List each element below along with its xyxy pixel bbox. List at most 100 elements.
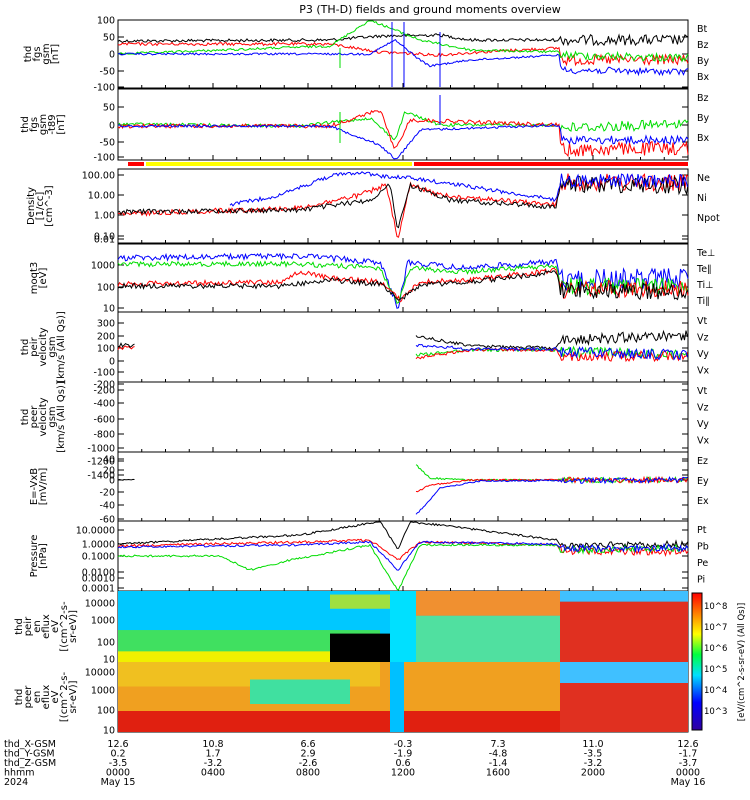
y-axis-label: fgs <box>32 46 43 61</box>
spectrogram-electron <box>250 679 350 704</box>
y-axis-label: sr-eV)] <box>68 610 79 643</box>
y-axis-label: [mV/m] <box>38 468 49 506</box>
ephemeris-value: 11.0 <box>582 739 603 750</box>
y-tick-label: 0 <box>109 50 115 61</box>
legend-entry: Te∥ <box>696 264 712 275</box>
y-axis-label: [(cm^2-s- <box>59 601 70 652</box>
y-tick-label: 0 <box>109 121 115 132</box>
y-tick-label: 10000 <box>85 599 115 610</box>
y-axis-label: -t89 <box>47 114 58 134</box>
y-tick-label: -1400 <box>87 471 115 482</box>
y-tick-label: 0.0010 <box>82 574 115 585</box>
y-axis-label: peer <box>29 405 40 429</box>
panel-frame-temp <box>117 243 689 313</box>
y-tick-label: 0 <box>109 357 115 368</box>
y-axis-label: eV <box>50 620 61 633</box>
x-tick-label: 2000 <box>581 768 605 779</box>
y-axis-label: [km/s (All Qs)] <box>56 311 67 383</box>
y-tick-label: 1000 <box>91 616 115 627</box>
legend-entry: Vy <box>697 349 709 360</box>
y-axis-label: en <box>32 620 43 633</box>
x-tick-label: 0800 <box>296 768 320 779</box>
legend-entry: Ni <box>697 193 707 204</box>
y-axis-label: thd <box>20 409 31 426</box>
trace-bx <box>117 38 689 77</box>
y-tick-label: 0.0100 <box>82 568 115 579</box>
legend-entry: Vz <box>697 333 709 344</box>
colorbar-tick-label: 10^5 <box>704 665 727 675</box>
y-axis-label: gsm <box>47 336 58 357</box>
y-axis-label: [(cm^2-s- <box>59 672 70 723</box>
y-axis-label: velocity <box>38 397 49 436</box>
ephemeris-label: thd_Y-GSM <box>4 749 55 760</box>
y-axis-label: gsm <box>47 406 58 427</box>
y-axis-label: [1/cc] <box>35 192 46 221</box>
y-tick-label: 10 <box>103 726 115 737</box>
panel-frame-vel_e <box>117 381 689 453</box>
y-tick-label: 20 <box>103 466 115 477</box>
trace-by <box>117 20 689 63</box>
trace-vz <box>415 347 688 363</box>
y-tick-label: -20 <box>99 488 115 499</box>
y-tick-label: 100 <box>97 706 115 717</box>
trace-vx <box>415 343 688 361</box>
legend-entry: Ti∥ <box>696 296 710 307</box>
legend-entry: By <box>697 113 710 124</box>
trace-bt <box>117 33 689 47</box>
trace-pe <box>117 543 689 591</box>
legend-entry: Bz <box>697 93 709 104</box>
y-axis-label: Density <box>26 187 37 225</box>
y-tick-label: 1.00 <box>94 211 115 222</box>
y-tick-label: -50 <box>99 138 115 149</box>
ephemeris-value: -2.6 <box>299 758 318 769</box>
legend-entry: Pt <box>697 525 707 536</box>
y-axis-label: sr-eV)] <box>68 680 79 713</box>
y-tick-label: 100 <box>97 638 115 649</box>
y-tick-label: 50 <box>103 33 115 44</box>
y-axis-label: [cm^-3] <box>44 185 55 226</box>
ephemeris-value: 12.6 <box>677 739 698 750</box>
trace-ex <box>415 476 688 515</box>
y-tick-label: 200 <box>97 332 115 343</box>
y-axis-label: eflux <box>41 614 52 639</box>
y-axis-label: Pressure <box>29 535 40 578</box>
panel-frame-vel_i <box>117 311 689 383</box>
y-tick-label: 0.0001 <box>82 584 115 595</box>
y-tick-label: 1.0000 <box>82 540 115 551</box>
y-tick-label: 1000 <box>91 686 115 697</box>
colorbar <box>691 592 703 731</box>
colorbar-tick-label: 10^8 <box>704 602 727 612</box>
y-axis-label: gsm <box>38 114 49 135</box>
ephemeris-value: -4.8 <box>489 749 508 760</box>
y-axis-label: E=-VxB <box>29 468 40 505</box>
x-tick-label: 0400 <box>201 768 225 779</box>
colorbar-tick-label: 10^6 <box>704 644 727 654</box>
legend-entry: Pe <box>697 558 708 569</box>
y-tick-label: 0.1000 <box>82 552 115 563</box>
trace-te-perp <box>117 267 689 303</box>
y-tick-label: 0.10 <box>94 232 115 243</box>
trace-npot <box>229 171 688 207</box>
y-axis-label: [nT] <box>50 44 61 64</box>
legend-entry: Vz <box>697 403 709 414</box>
legend-entry: Te⊥ <box>696 248 715 259</box>
spectrogram-ion <box>118 651 380 662</box>
spectrogram-electron <box>390 662 404 732</box>
spectrogram-ion <box>390 591 416 662</box>
legend-entry: Vx <box>697 436 709 447</box>
ephemeris-value: 10.8 <box>202 739 223 750</box>
ephemeris-label: thd_Z-GSM <box>4 758 56 769</box>
ephemeris-label: thd_X-GSM <box>4 739 56 750</box>
y-axis-label: peir <box>23 616 34 636</box>
y-tick-label: 10 <box>103 304 115 315</box>
y-tick-label: -60 <box>99 515 115 526</box>
spectrogram-ion <box>560 601 688 662</box>
trace-bx-t89 <box>118 123 689 160</box>
y-axis-label: en <box>32 691 43 704</box>
y-axis-label: moqt3 <box>29 262 40 295</box>
y-tick-label: 100 <box>97 344 115 355</box>
legend-entry: Ti⊥ <box>696 280 713 291</box>
y-tick-label: 1000 <box>91 261 115 272</box>
